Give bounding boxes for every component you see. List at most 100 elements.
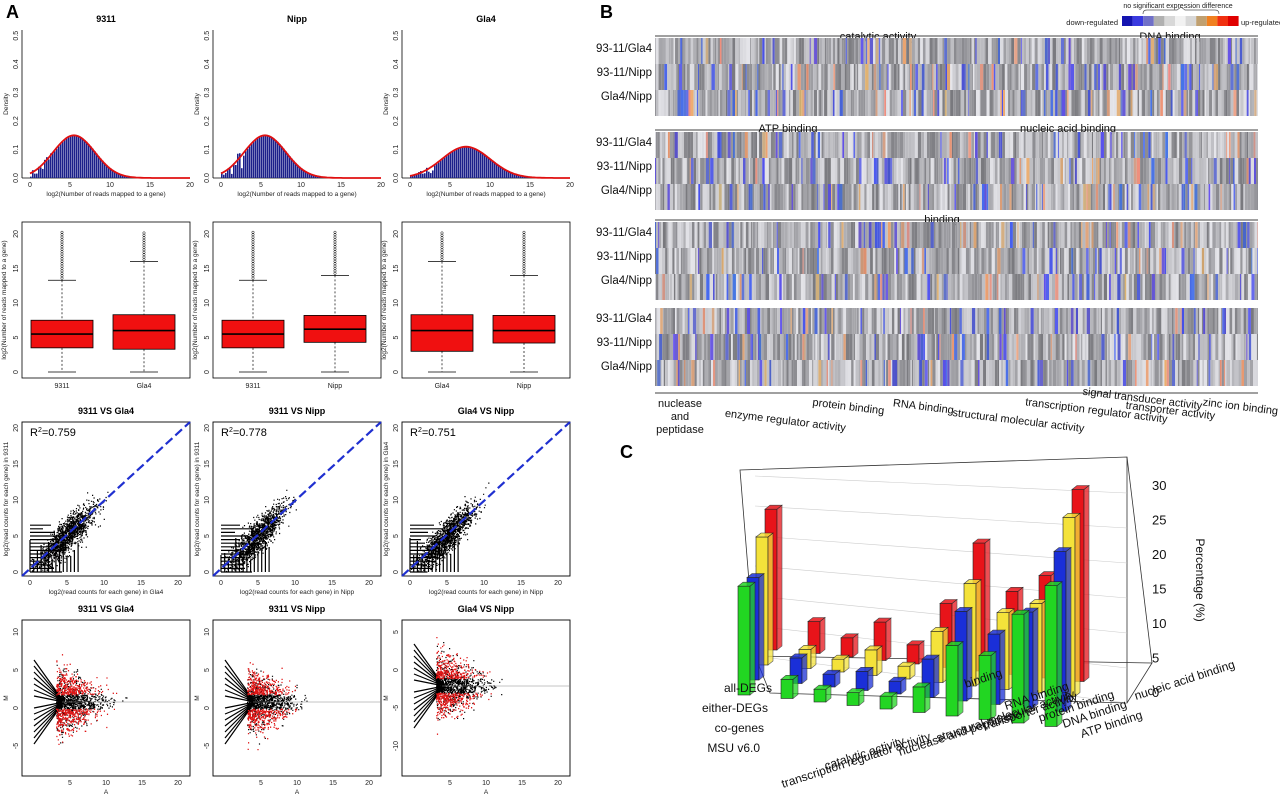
heatmap-stripe bbox=[665, 132, 668, 158]
heatmap-stripe bbox=[1124, 308, 1126, 334]
heatmap-stripe bbox=[1191, 64, 1193, 90]
heatmap-stripe bbox=[1069, 248, 1071, 274]
heatmap-stripe bbox=[719, 248, 722, 274]
heatmap-stripe bbox=[657, 360, 660, 386]
comparison-row-label: Gla4/Nipp bbox=[601, 275, 652, 287]
heatmap-stripe bbox=[755, 90, 757, 116]
heatmap-stripe bbox=[1235, 308, 1238, 334]
heatmap-stripe bbox=[981, 222, 983, 248]
heatmap-stripe bbox=[796, 184, 799, 210]
heatmap-stripe bbox=[1076, 360, 1077, 386]
heatmap-stripe bbox=[1159, 64, 1162, 90]
heatmap-stripe bbox=[875, 222, 877, 248]
heatmap-stripe bbox=[1221, 334, 1223, 360]
heatmap-stripe bbox=[1211, 158, 1214, 184]
heatmap-stripe bbox=[864, 132, 867, 158]
heatmap-stripe bbox=[858, 184, 859, 210]
heatmap-stripe bbox=[867, 248, 870, 274]
heatmap-stripe bbox=[988, 184, 991, 210]
heatmap-stripe bbox=[750, 334, 752, 360]
heatmap-stripe bbox=[1231, 90, 1234, 116]
x-tick-label: 20 bbox=[566, 182, 574, 189]
plot-title: 9311 VS Nipp bbox=[269, 604, 326, 614]
histogram-bar bbox=[490, 159, 492, 178]
heatmap-stripe bbox=[786, 158, 789, 184]
outlier bbox=[252, 238, 254, 240]
heatmap-stripe bbox=[1008, 158, 1011, 184]
heatmap-stripe bbox=[823, 64, 824, 90]
heatmap-stripe bbox=[977, 248, 979, 274]
heatmap-stripe bbox=[994, 222, 996, 248]
heatmap-stripe bbox=[735, 184, 738, 210]
heatmap-stripe bbox=[733, 334, 734, 360]
heatmap-stripe bbox=[1180, 360, 1182, 386]
heatmap-stripe bbox=[1151, 360, 1153, 386]
heatmap-stripe bbox=[903, 64, 905, 90]
heatmap-stripe bbox=[1197, 274, 1198, 300]
heatmap-stripe bbox=[906, 38, 909, 64]
heatmap-stripe bbox=[878, 274, 880, 300]
heatmap-stripe bbox=[1212, 308, 1215, 334]
outlier bbox=[252, 246, 254, 248]
heatmap-stripe bbox=[727, 274, 729, 300]
heatmap-stripe bbox=[1175, 308, 1178, 334]
heatmap-stripe bbox=[747, 38, 750, 64]
heatmap-stripe bbox=[1110, 222, 1111, 248]
outlier bbox=[334, 243, 336, 245]
x-tick-label: 20 bbox=[554, 780, 562, 787]
heatmap-stripe bbox=[858, 222, 861, 248]
heatmap-stripe bbox=[706, 132, 708, 158]
heatmap-stripe bbox=[678, 158, 681, 184]
heatmap-stripe bbox=[825, 360, 827, 386]
heatmap-stripe bbox=[655, 38, 656, 64]
heatmap-stripe bbox=[1214, 360, 1216, 386]
heatmap-stripe bbox=[898, 360, 899, 386]
heatmap-stripe bbox=[1123, 274, 1124, 300]
heatmap-stripe bbox=[796, 90, 799, 116]
heatmap-stripe bbox=[991, 360, 994, 386]
heatmap-stripe bbox=[1034, 222, 1037, 248]
heatmap-stripe bbox=[667, 158, 670, 184]
heatmap-stripe bbox=[1184, 274, 1186, 300]
heatmap-stripe bbox=[1176, 132, 1177, 158]
heatmap-stripe bbox=[789, 158, 792, 184]
heatmap-stripe bbox=[1240, 334, 1243, 360]
heatmap-stripe bbox=[1178, 360, 1179, 386]
heatmap-stripe bbox=[1257, 64, 1258, 90]
heatmap-stripe bbox=[949, 158, 951, 184]
heatmap-stripe bbox=[1149, 158, 1151, 184]
heatmap-stripe bbox=[1084, 38, 1087, 64]
heatmap-stripe bbox=[1150, 90, 1152, 116]
heatmap-stripe bbox=[934, 222, 936, 248]
heatmap-stripe bbox=[829, 308, 831, 334]
heatmap-stripe bbox=[749, 222, 752, 248]
heatmap-stripe bbox=[720, 132, 721, 158]
heatmap-stripe bbox=[866, 334, 869, 360]
heatmap-stripe bbox=[848, 222, 851, 248]
heatmap-stripe bbox=[901, 38, 903, 64]
outlier bbox=[441, 249, 443, 251]
heatmap-stripe bbox=[772, 222, 773, 248]
z-tick-label: 5 bbox=[1152, 651, 1159, 666]
heatmap-stripe bbox=[1191, 158, 1192, 184]
heatmap-stripe bbox=[932, 274, 934, 300]
heatmap-stripe bbox=[817, 248, 819, 274]
heatmap-stripe bbox=[1169, 38, 1172, 64]
heatmap-stripe bbox=[820, 158, 822, 184]
histogram-bar bbox=[261, 136, 263, 178]
heatmap-stripe bbox=[938, 184, 940, 210]
heatmap-stripe bbox=[1178, 334, 1180, 360]
heatmap-stripe bbox=[1177, 184, 1178, 210]
heatmap-stripe bbox=[673, 184, 675, 210]
heatmap-stripe bbox=[884, 158, 887, 184]
heatmap-stripe bbox=[683, 38, 685, 64]
heatmap-stripe bbox=[1079, 38, 1082, 64]
heatmap-stripe bbox=[1149, 64, 1152, 90]
heatmap-stripe bbox=[718, 38, 719, 64]
heatmap-stripe bbox=[890, 90, 892, 116]
heatmap-stripe bbox=[1096, 184, 1098, 210]
outlier bbox=[61, 233, 63, 235]
